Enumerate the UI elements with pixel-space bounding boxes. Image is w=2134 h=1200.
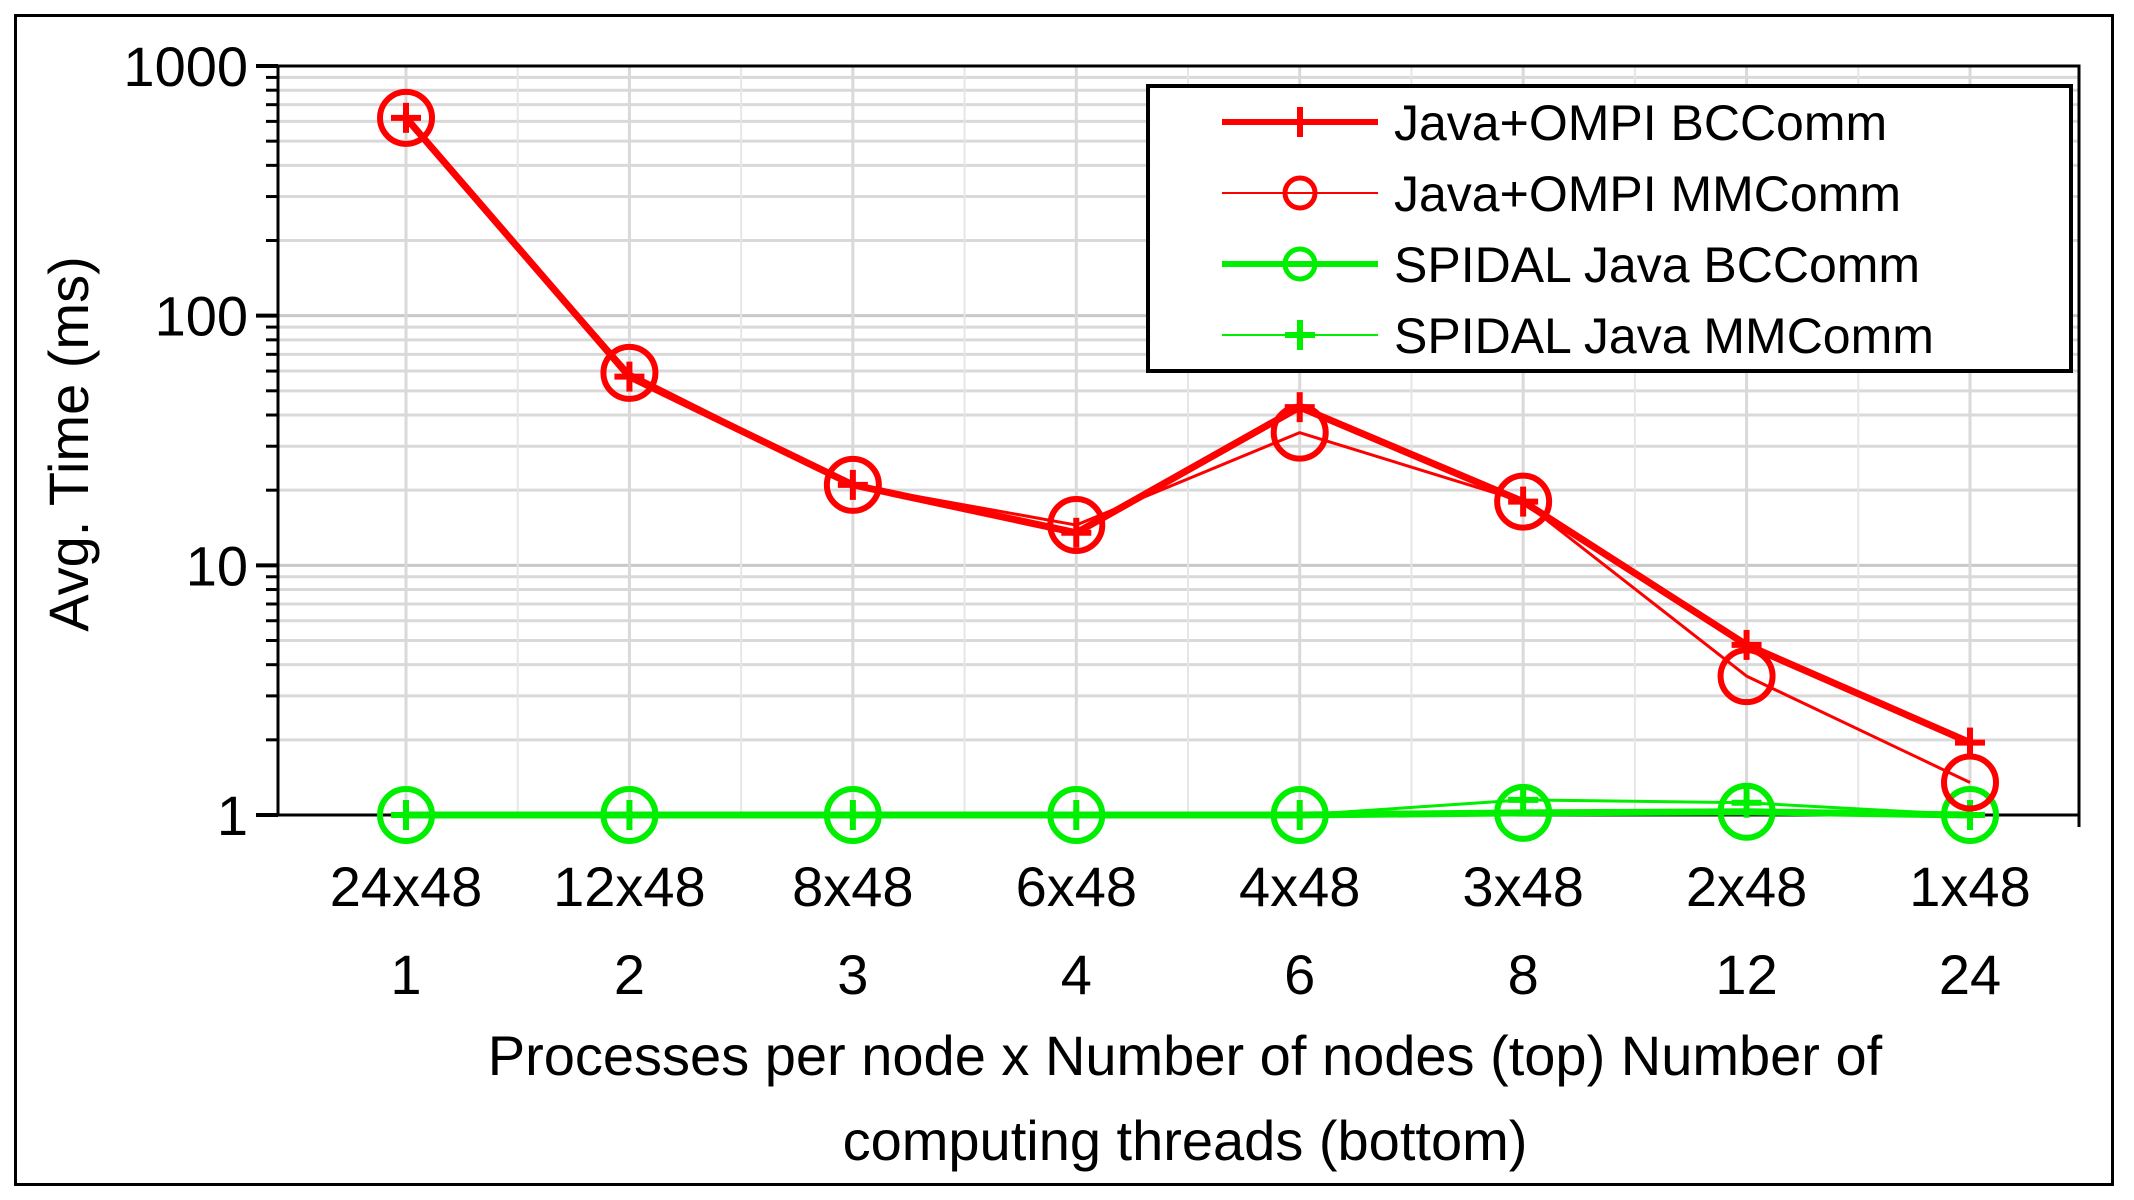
legend-marker-circle <box>1282 175 1318 211</box>
x-tick-label-top: 8x48 <box>792 855 913 918</box>
x-tick-label-bottom: 12 <box>1715 943 1777 1006</box>
series-layer <box>377 88 1999 844</box>
data-point-circle <box>823 455 882 514</box>
x-tick-label-bottom: 3 <box>837 943 868 1006</box>
y-tick-label: 1 <box>217 784 248 847</box>
x-tick-label-top: 3x48 <box>1462 855 1583 918</box>
y-axis-ticks: 1 10 100 1000 <box>123 35 2081 847</box>
series-line <box>403 115 1972 746</box>
y-tick-label: 100 <box>155 285 248 348</box>
data-point-circle <box>1494 472 1553 531</box>
legend: Java+OMPI BCComm Java+OMPI MMComm SPIDAL J… <box>1146 84 2073 373</box>
x-tick-label-bottom: 1 <box>390 943 421 1006</box>
legend-marker-circle <box>1282 246 1318 282</box>
legend-label: Java+OMPI MMComm <box>1394 166 1901 222</box>
y-tick-label: 1000 <box>123 35 248 98</box>
series-0 <box>391 102 1985 758</box>
y-axis-title: Avg. Time (ms) <box>37 256 100 631</box>
x-tick-label-bottom: 2 <box>614 943 645 1006</box>
x-tick-label-bottom: 6 <box>1284 943 1315 1006</box>
x-tick-label-top: 1x48 <box>1909 855 2030 918</box>
legend-label: Java+OMPI BCComm <box>1394 95 1887 151</box>
series-line <box>406 798 1971 817</box>
x-axis-title-line-1: Processes per node x Number of nodes (to… <box>488 1024 1883 1087</box>
x-tick-label-top: 6x48 <box>1016 855 1137 918</box>
x-axis-labels: 24x48 1 12x48 2 8x48 3 6x48 4 4x48 6 3x48 8 2x48 12 1x… <box>330 855 2031 1006</box>
data-point-circle <box>600 343 659 402</box>
legend-label: SPIDAL Java MMComm <box>1394 308 1934 364</box>
x-tick-label-bottom: 24 <box>1939 943 2001 1006</box>
x-tick-label-top: 24x48 <box>330 855 483 918</box>
series-3 <box>391 784 1985 830</box>
x-tick-label-bottom: 8 <box>1508 943 1539 1006</box>
x-tick-label-top: 4x48 <box>1239 855 1360 918</box>
data-point-circle <box>377 88 435 147</box>
x-axis-title-line-2: computing threads (bottom) <box>843 1109 1528 1172</box>
x-tick-label-top: 12x48 <box>553 855 706 918</box>
chart-frame <box>14 14 2114 1186</box>
y-tick-label: 10 <box>186 534 248 597</box>
data-point-circle <box>1717 782 1776 841</box>
x-tick-label-bottom: 4 <box>1061 943 1092 1006</box>
x-tick-label-top: 2x48 <box>1686 855 1807 918</box>
legend-label: SPIDAL Java BCComm <box>1394 237 1920 293</box>
